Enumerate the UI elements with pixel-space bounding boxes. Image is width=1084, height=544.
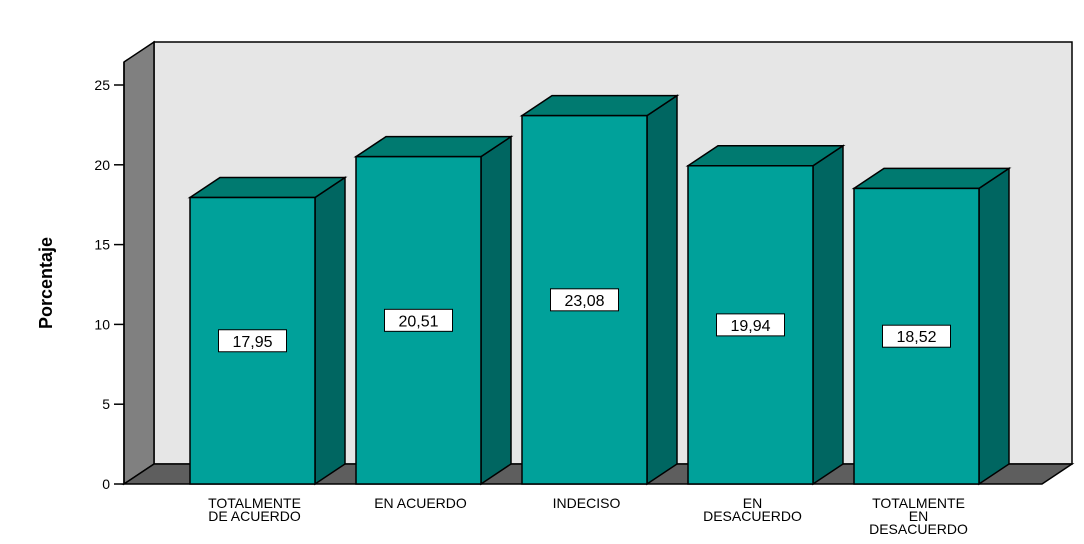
- y-axis: 0 5 10 15 20 25: [94, 62, 124, 492]
- value-label: 23,08: [564, 293, 604, 310]
- bar-side: [315, 178, 345, 484]
- category-label: TOTALMENTE EN DESACUERDO: [869, 495, 968, 537]
- bar-side: [813, 146, 843, 484]
- bar: 17,95: [190, 178, 345, 484]
- category-label-line: EN ACUERDO: [374, 495, 467, 511]
- y-tick-label: 0: [102, 476, 110, 492]
- y-tick-label: 20: [94, 157, 110, 173]
- value-label: 19,94: [730, 318, 770, 335]
- bar-side: [979, 168, 1009, 484]
- value-label: 17,95: [232, 334, 272, 351]
- value-label: 18,52: [896, 329, 936, 346]
- category-label: EN ACUERDO: [374, 495, 467, 511]
- y-tick-label: 10: [94, 316, 110, 332]
- y-tick-label: 15: [94, 237, 110, 253]
- category-label-line: DESACUERDO: [869, 521, 968, 537]
- category-label-line: DESACUERDO: [703, 508, 802, 524]
- category-label: INDECISO: [553, 495, 621, 511]
- bar-side: [647, 96, 677, 484]
- left-wall: [124, 42, 154, 484]
- category-label-line: DE ACUERDO: [208, 508, 301, 524]
- y-tick-label: 25: [94, 77, 110, 93]
- y-axis-label: Porcentaje: [36, 237, 56, 329]
- bar: 20,51: [356, 137, 511, 484]
- value-label: 20,51: [398, 313, 438, 330]
- category-label: EN DESACUERDO: [703, 495, 802, 524]
- y-tick-label: 5: [102, 396, 110, 412]
- x-axis-categories: TOTALMENTE DE ACUERDO EN ACUERDO INDECISO EN…: [208, 495, 968, 537]
- bar: 23,08: [522, 96, 677, 484]
- category-label-line: INDECISO: [553, 495, 621, 511]
- bar-side: [481, 137, 511, 484]
- category-label: TOTALMENTE DE ACUERDO: [208, 495, 301, 524]
- bar: 18,52: [854, 168, 1009, 484]
- bar: 19,94: [688, 146, 843, 484]
